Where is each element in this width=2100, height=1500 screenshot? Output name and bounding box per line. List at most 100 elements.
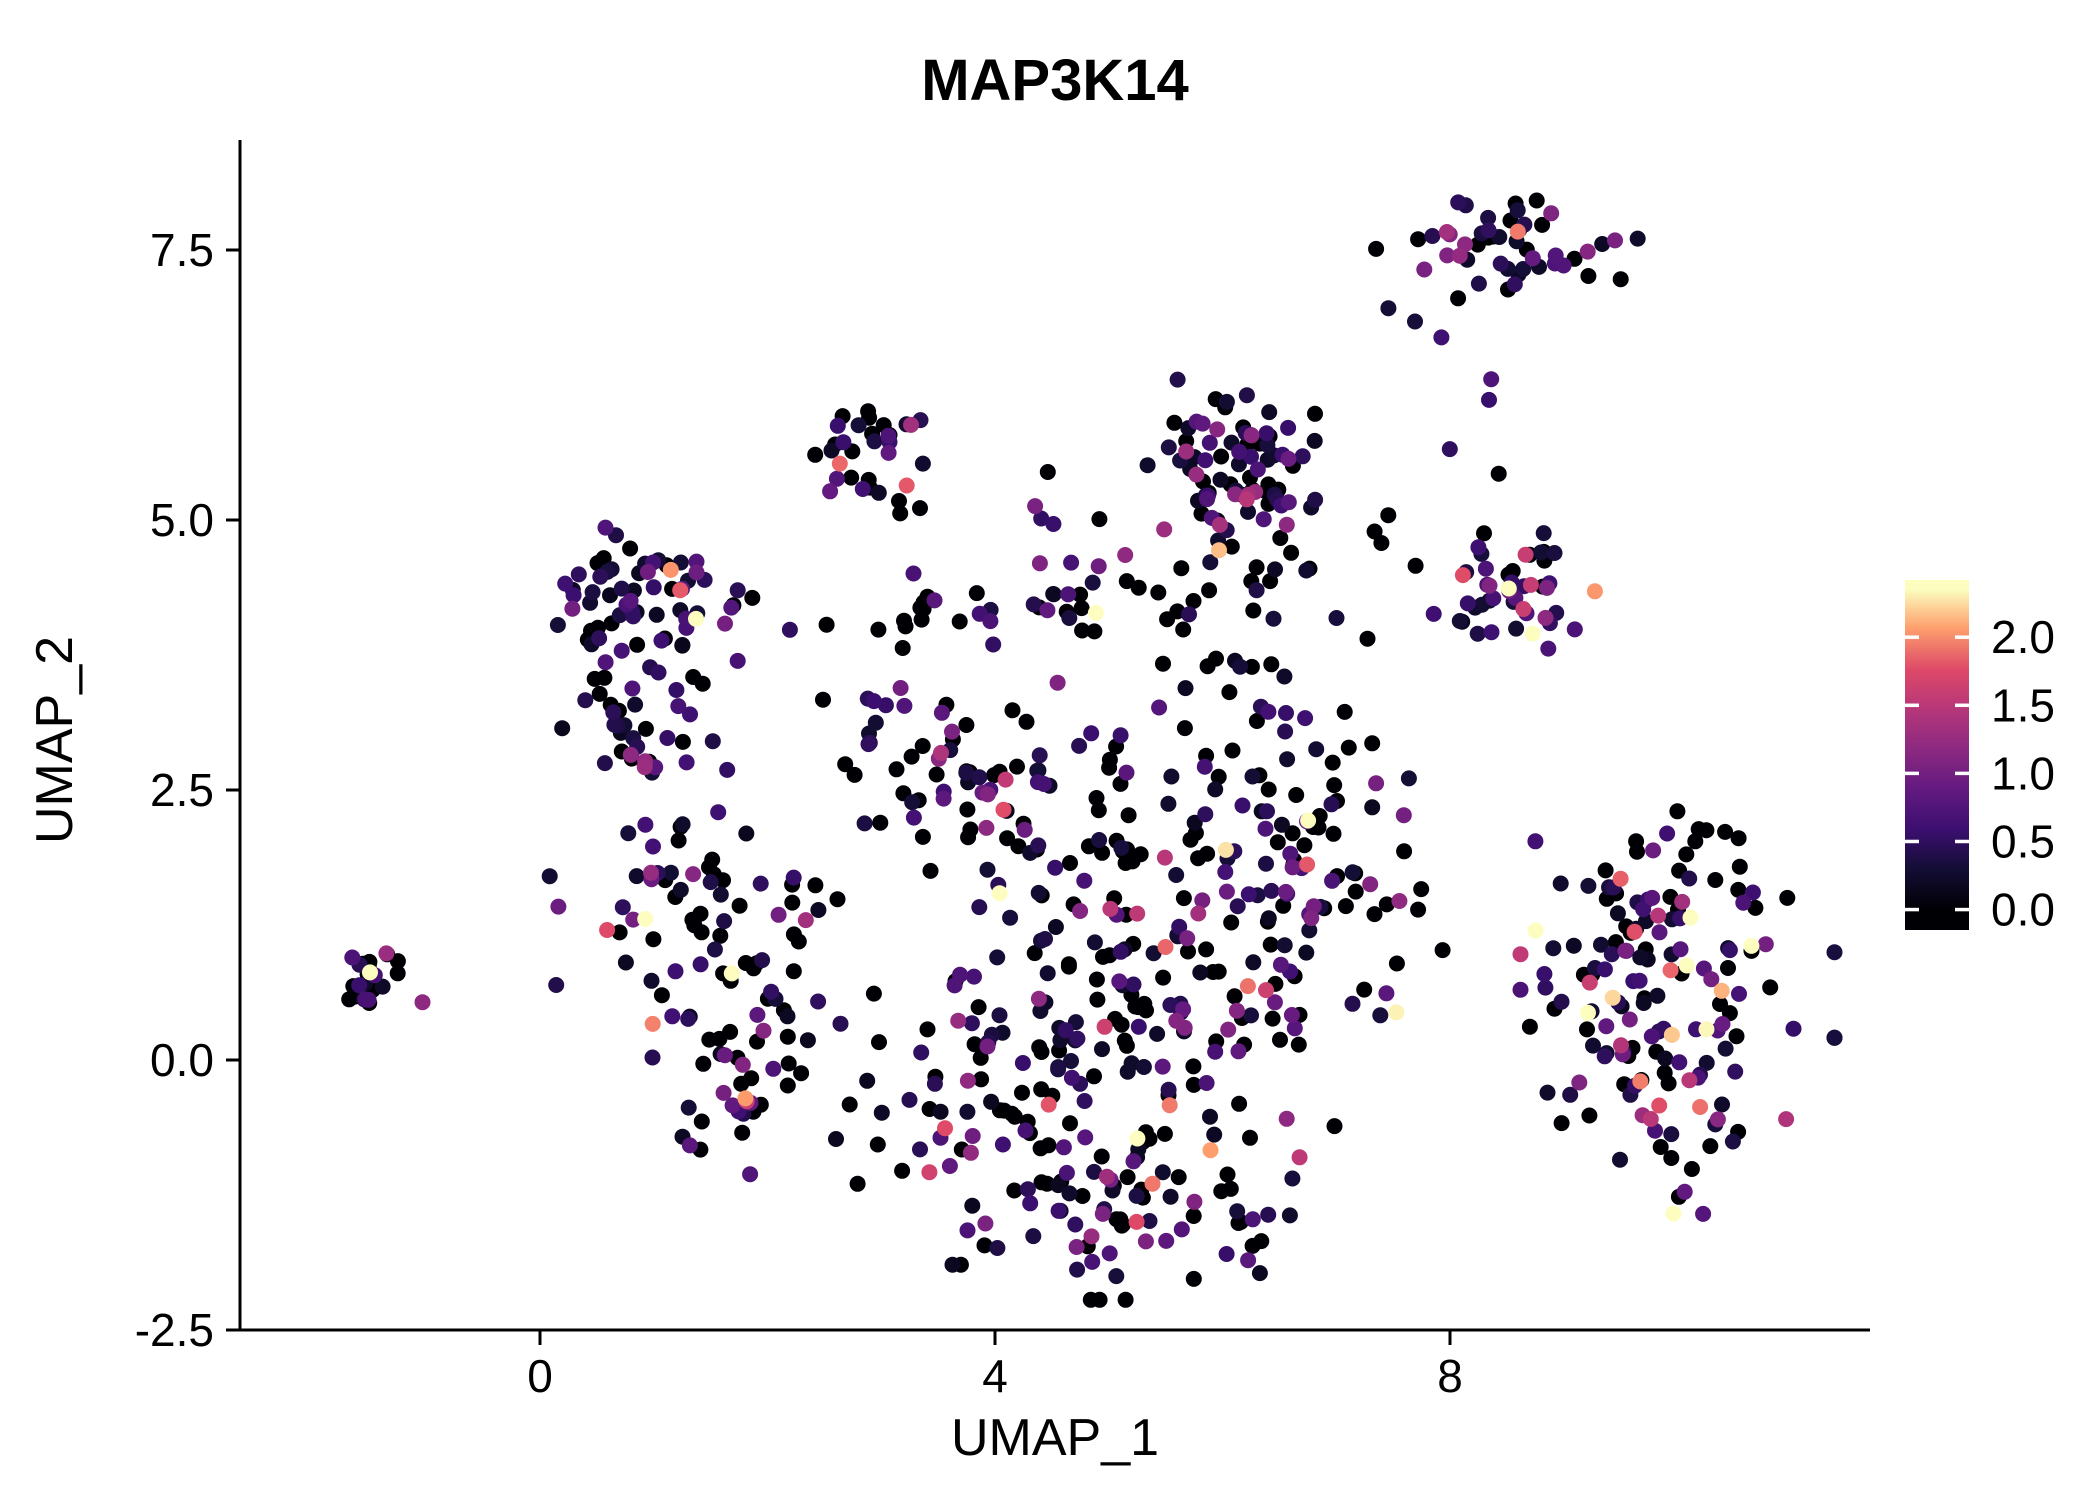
data-point xyxy=(591,630,608,647)
data-point xyxy=(1481,577,1498,594)
data-point xyxy=(731,897,748,914)
data-point xyxy=(1113,1217,1130,1234)
data-point xyxy=(1248,559,1265,576)
data-point xyxy=(1396,843,1413,860)
data-point xyxy=(1260,781,1277,798)
data-point xyxy=(1366,523,1383,540)
data-point xyxy=(1678,846,1695,863)
data-point xyxy=(1454,567,1471,584)
data-point xyxy=(1238,491,1255,508)
data-point xyxy=(1709,1111,1726,1128)
data-point xyxy=(1612,870,1629,887)
data-point xyxy=(1212,471,1229,488)
data-point xyxy=(865,985,882,1002)
data-point xyxy=(1328,610,1345,626)
data-point xyxy=(1698,1054,1715,1071)
data-point xyxy=(892,505,909,522)
data-point xyxy=(1185,1058,1202,1075)
data-point xyxy=(637,816,654,833)
data-point xyxy=(1617,942,1634,959)
data-point xyxy=(1061,1185,1078,1202)
data-point xyxy=(1629,230,1646,247)
data-point xyxy=(1416,261,1433,278)
data-point xyxy=(1144,1175,1161,1192)
data-point xyxy=(1030,990,1047,1007)
data-point xyxy=(1731,858,1748,875)
data-point xyxy=(1197,452,1214,469)
data-point xyxy=(1368,240,1385,257)
data-point xyxy=(1683,1161,1700,1177)
data-point xyxy=(1279,751,1296,768)
data-point xyxy=(1128,1213,1145,1230)
data-point xyxy=(1284,1170,1301,1187)
data-point xyxy=(1229,1203,1246,1220)
data-point xyxy=(1483,624,1500,641)
data-point xyxy=(1072,586,1089,603)
data-point xyxy=(1047,859,1064,876)
data-point xyxy=(837,756,854,773)
data-point xyxy=(605,704,622,721)
data-point xyxy=(1220,1021,1237,1038)
data-point xyxy=(554,720,571,737)
data-point xyxy=(1524,250,1541,267)
data-point xyxy=(1156,1125,1173,1142)
data-point xyxy=(414,994,431,1011)
data-point xyxy=(1826,944,1843,961)
data-point xyxy=(749,1006,766,1023)
data-point xyxy=(1284,825,1301,842)
data-point xyxy=(1378,896,1395,913)
data-point xyxy=(1509,202,1526,219)
data-point xyxy=(1391,893,1408,909)
data-point xyxy=(914,738,931,754)
data-point xyxy=(706,941,723,958)
y-tick-label: -2.5 xyxy=(135,1304,214,1356)
data-point xyxy=(1086,1068,1102,1085)
data-point xyxy=(1231,1095,1248,1112)
data-point xyxy=(1434,942,1451,959)
data-point xyxy=(1210,963,1227,980)
data-point xyxy=(1118,1037,1135,1054)
data-point xyxy=(1522,576,1539,593)
data-point xyxy=(674,637,691,653)
data-point xyxy=(1101,1245,1118,1262)
data-point xyxy=(1226,988,1243,1005)
data-point xyxy=(1199,491,1216,508)
data-point xyxy=(818,616,835,633)
data-point xyxy=(670,698,687,715)
data-point xyxy=(1074,622,1091,639)
data-point xyxy=(1743,937,1760,954)
data-point xyxy=(650,664,667,681)
data-point xyxy=(926,1075,943,1092)
data-point xyxy=(645,838,661,855)
data-point xyxy=(1470,539,1487,556)
data-point xyxy=(1388,1004,1405,1021)
data-point xyxy=(722,1023,739,1040)
data-point xyxy=(680,1099,697,1116)
data-point xyxy=(832,1015,849,1032)
data-point xyxy=(1150,584,1167,601)
data-point xyxy=(880,427,897,444)
data-point xyxy=(1249,461,1266,478)
data-point xyxy=(1276,668,1293,685)
data-point xyxy=(541,868,558,885)
data-point xyxy=(1324,872,1341,889)
data-point xyxy=(1169,371,1186,388)
data-point xyxy=(1724,1133,1741,1150)
data-point xyxy=(944,1256,961,1273)
data-point xyxy=(1663,1150,1680,1166)
data-point xyxy=(933,744,949,761)
data-point xyxy=(1112,943,1129,960)
data-point xyxy=(586,670,603,687)
data-point xyxy=(1537,609,1554,626)
data-point xyxy=(1229,898,1246,915)
data-point xyxy=(1450,194,1467,211)
data-point xyxy=(799,1032,816,1049)
data-point xyxy=(979,861,996,878)
data-point xyxy=(1004,702,1021,719)
data-point xyxy=(1130,579,1147,596)
data-point xyxy=(1091,832,1108,848)
data-point xyxy=(1585,1037,1601,1054)
data-point xyxy=(797,912,814,929)
data-point xyxy=(1160,439,1177,456)
data-point xyxy=(1659,825,1676,842)
